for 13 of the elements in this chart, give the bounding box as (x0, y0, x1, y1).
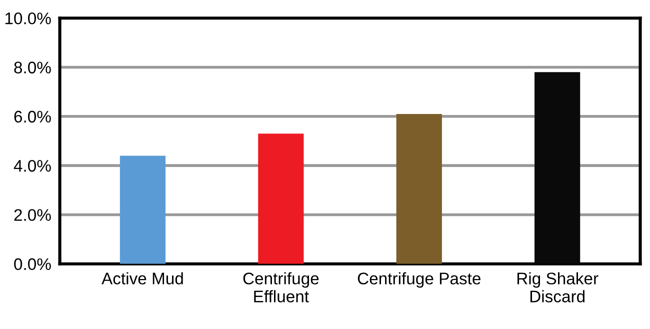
x-tick-label: Active Mud (102, 272, 183, 284)
y-tick-label: 6.0% (14, 110, 51, 123)
x-tick-label: Centrifuge Paste (358, 272, 480, 288)
bar (258, 134, 304, 264)
y-tick-label: 10.0% (5, 12, 51, 24)
y-tick-label: 8.0% (14, 62, 51, 74)
y-tick-label: 0.0% (14, 258, 51, 270)
bar (396, 114, 442, 264)
y-tick-label: 4.0% (14, 160, 51, 172)
bar (120, 156, 166, 264)
y-tick-label: 2.0% (14, 209, 51, 221)
x-tick-label: Centrifuge Effluent (243, 272, 319, 302)
x-tick-label: Rig Shaker Discard (517, 272, 598, 302)
